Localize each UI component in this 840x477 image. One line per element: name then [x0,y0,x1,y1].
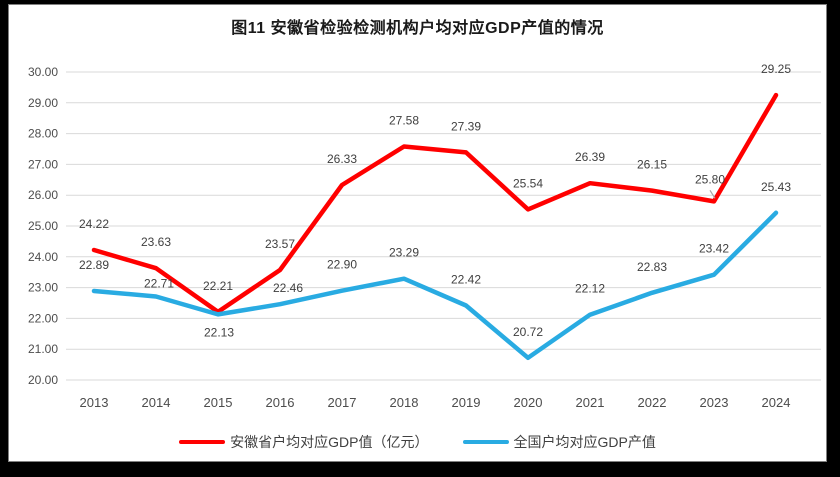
x-axis-tick-label: 2020 [514,395,543,410]
legend-label: 安徽省户均对应GDP值（亿元） [230,434,429,450]
chart-title: 图11 安徽省检验检测机构户均对应GDP产值的情况 [231,20,604,37]
data-label: 22.90 [327,258,357,272]
y-axis-tick-label: 28.00 [28,127,58,141]
data-label: 23.29 [389,246,419,260]
x-axis-tick-label: 2014 [142,395,171,410]
legend-item-1: 全国户均对应GDP产值 [462,432,656,452]
legend-line-swatch [462,440,509,444]
data-label: 22.46 [273,281,303,295]
data-label: 25.43 [761,180,791,194]
data-label: 22.12 [575,282,605,296]
x-axis-tick-label: 2022 [638,395,667,410]
data-label: 26.33 [327,152,357,166]
y-axis-tick-label: 24.00 [28,250,58,264]
data-label: 22.83 [637,260,667,274]
legend-item-0: 安徽省户均对应GDP值（亿元） [179,432,429,452]
data-label: 27.39 [451,119,481,133]
x-axis-tick-label: 2018 [390,395,419,410]
series-line-1 [91,210,779,361]
y-axis-tick-label: 23.00 [28,281,58,295]
chart-canvas: 30.00 29.00 28.00 27.00 26.00 25.00 24.00 23.00… [28,62,821,410]
x-axis-tick-label: 2015 [204,395,233,410]
data-label: 22.13 [204,325,234,339]
data-label: 22.21 [203,279,233,293]
legend-label: 全国户均对应GDP产值 [513,434,656,450]
y-axis-tick-label: 29.00 [28,96,58,110]
y-axis-tick-label: 20.00 [28,373,58,387]
data-label: 23.63 [141,235,171,249]
x-axis-tick-label: 2016 [266,395,295,410]
legend-line-swatch [179,440,226,444]
data-label: 22.89 [79,258,109,272]
x-axis-tick-label: 2024 [762,395,791,410]
data-label: 26.15 [637,158,667,172]
data-label: 23.57 [265,237,295,251]
data-label: 22.42 [451,272,481,286]
data-label: 22.71 [144,277,174,291]
x-axis-tick-label: 2023 [700,395,729,410]
x-axis-tick-label: 2021 [576,395,605,410]
y-axis-tick-label: 27.00 [28,157,58,171]
y-axis-tick-label: 21.00 [28,342,58,356]
data-label: 24.22 [79,217,109,231]
x-axis-tick-label: 2013 [80,395,109,410]
series-line-0 [91,92,779,315]
data-label-callout-line [709,190,716,199]
data-label: 29.25 [761,62,791,76]
x-axis-tick-label: 2019 [452,395,481,410]
data-label: 26.39 [575,150,605,164]
data-label: 25.80 [695,172,725,186]
data-label: 25.54 [513,176,543,190]
data-label: 27.58 [389,114,419,128]
x-axis-tick-label: 2017 [328,395,357,410]
y-axis-tick-label: 26.00 [28,188,58,202]
y-axis-tick-label: 25.00 [28,219,58,233]
data-label: 20.72 [513,325,543,339]
y-axis-tick-label: 22.00 [28,311,58,325]
chart-panel: 图11 安徽省检验检测机构户均对应GDP产值的情况 30.00 29.00 28.0… [8,4,827,462]
data-label: 23.42 [699,242,729,256]
chart-legend: 安徽省户均对应GDP值（亿元） 全国户均对应GDP产值 [9,432,826,452]
y-axis-tick-label: 30.00 [28,65,58,79]
